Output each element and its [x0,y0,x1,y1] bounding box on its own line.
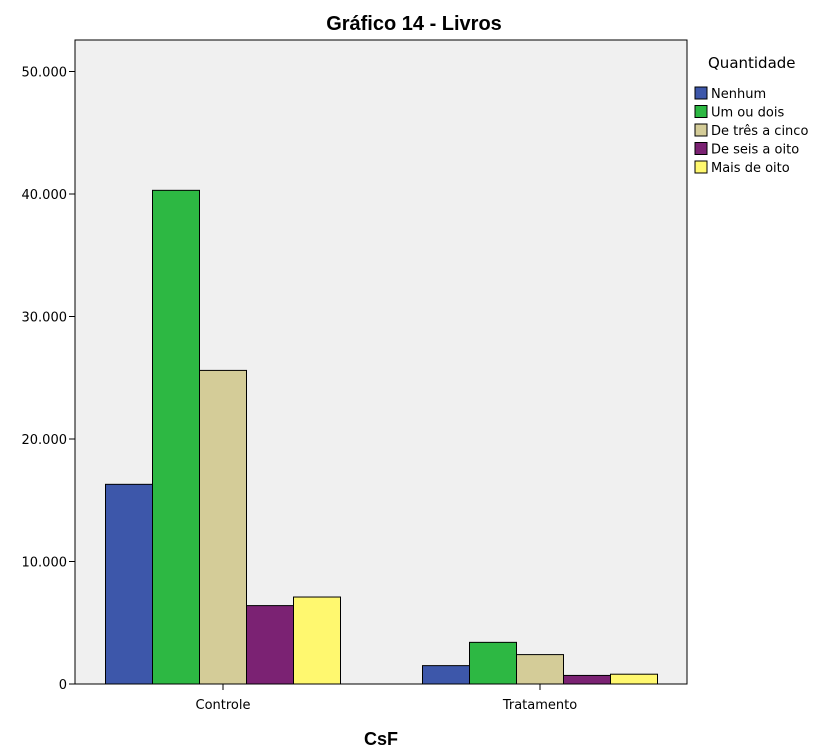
x-tick-label: Controle [196,698,251,713]
legend-label: De seis a oito [711,143,799,158]
y-axis: 0 10.000 20.000 30.000 40.000 50.000 [22,66,75,693]
legend-swatch [694,123,708,137]
bar-controle-0 [105,483,153,685]
bar-controle-1 [152,189,200,685]
chart-title: Gráfico 14 - Livros [326,13,502,35]
bar-controle-2 [199,369,247,685]
legend-title: Quantidade [708,54,796,72]
y-tick-label: 0 [59,678,67,693]
bar-tratamento-1 [469,641,517,685]
bars-group [105,189,658,685]
y-tick-label: 20.000 [22,433,68,448]
bar-tratamento-4 [610,673,658,685]
y-tick-label: 10.000 [22,556,68,571]
bar-controle-4 [293,596,341,685]
bar-tratamento-2 [516,654,564,685]
legend-swatch [694,160,708,174]
legend-swatch [694,142,708,155]
legend: Nenhum Um ou dois De três a cinco De seis a… [694,86,808,176]
bar-controle-3 [246,605,294,685]
legend-label: Nenhum [711,87,766,102]
legend-swatch [694,86,708,100]
y-tick-label: 40.000 [22,188,68,203]
legend-label: Mais de oito [711,161,790,176]
legend-label: Um ou dois [711,106,784,121]
bar-tratamento-3 [563,674,611,685]
legend-label: De três a cinco [711,124,808,139]
x-axis: Controle Tratamento [196,684,577,713]
y-tick-label: 50.000 [22,66,68,81]
legend-swatch [694,105,708,118]
x-axis-label: CsF [364,729,398,749]
y-tick-label: 30.000 [22,311,68,326]
x-tick-label: Tratamento [502,698,577,713]
bar-tratamento-0 [422,665,470,685]
